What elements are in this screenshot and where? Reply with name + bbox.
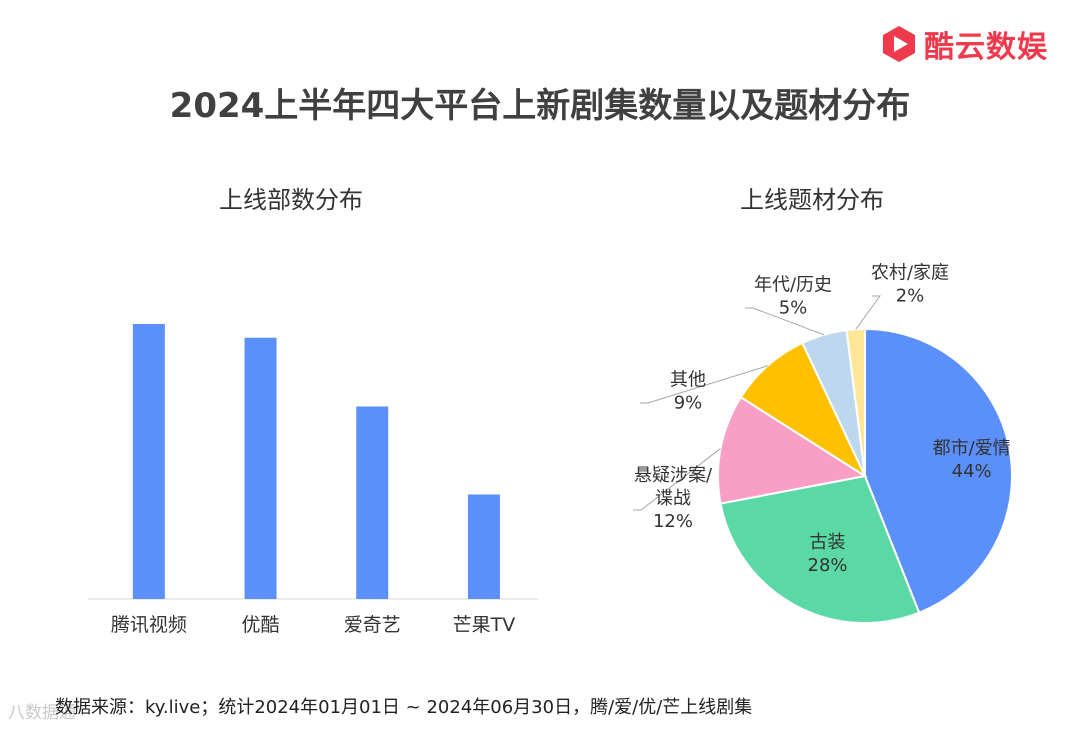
bar-category-label: 爱奇艺 (344, 614, 401, 636)
data-source-note: 数据来源：ky.live；统计2024年01月01日 ~ 2024年06月30日… (55, 697, 753, 718)
play-logo-icon (883, 26, 915, 62)
bar-chart-title: 上线部数分布 (219, 186, 363, 214)
pie-leader-line (855, 295, 881, 330)
bar (244, 337, 277, 599)
pie-slice-label: 古装 28% (808, 532, 848, 576)
pie-slice (719, 474, 921, 624)
bar-chart: 腾讯视频 优酷 爱奇艺 芒果TV (88, 324, 538, 636)
pie-slice-label: 农村/家庭 2% (871, 263, 949, 307)
bar (467, 494, 500, 599)
brand-name: 酷云数娱 (924, 30, 1048, 65)
pie-leader-line (745, 307, 825, 336)
bar (132, 324, 165, 599)
pie-leader-line (640, 365, 768, 404)
bar-category-label: 腾讯视频 (111, 614, 187, 636)
bar (356, 406, 389, 599)
pie-slice-label: 悬疑涉案/谍战 12% (634, 465, 713, 532)
pie-slice (845, 327, 866, 477)
page-title: 2024上半年四大平台上新剧集数量以及题材分布 (169, 86, 911, 126)
brand-logo: 酷云数娱 (879, 22, 1048, 66)
pie-chart: 都市/爱情 44% 古装 28% 悬疑涉案/谍战 12% 其他 9% 年代/历史 5% 农村/家庭 2… (633, 263, 1013, 624)
pie-slice-label: 年代/历史 5% (754, 275, 832, 319)
pie-slice-label: 其他 9% (670, 370, 706, 414)
pie-slice (739, 341, 868, 479)
pie-slice (717, 395, 868, 505)
watermark: 八数据通 (8, 703, 76, 723)
pie-chart-title: 上线题材分布 (740, 186, 884, 214)
bar-category-label: 优酷 (242, 614, 280, 636)
pie-slice (864, 327, 1013, 614)
pie-leader-line (633, 448, 721, 511)
pie-slice-label: 都市/爱情 44% (933, 438, 1011, 482)
bar-category-label: 芒果TV (453, 614, 516, 636)
